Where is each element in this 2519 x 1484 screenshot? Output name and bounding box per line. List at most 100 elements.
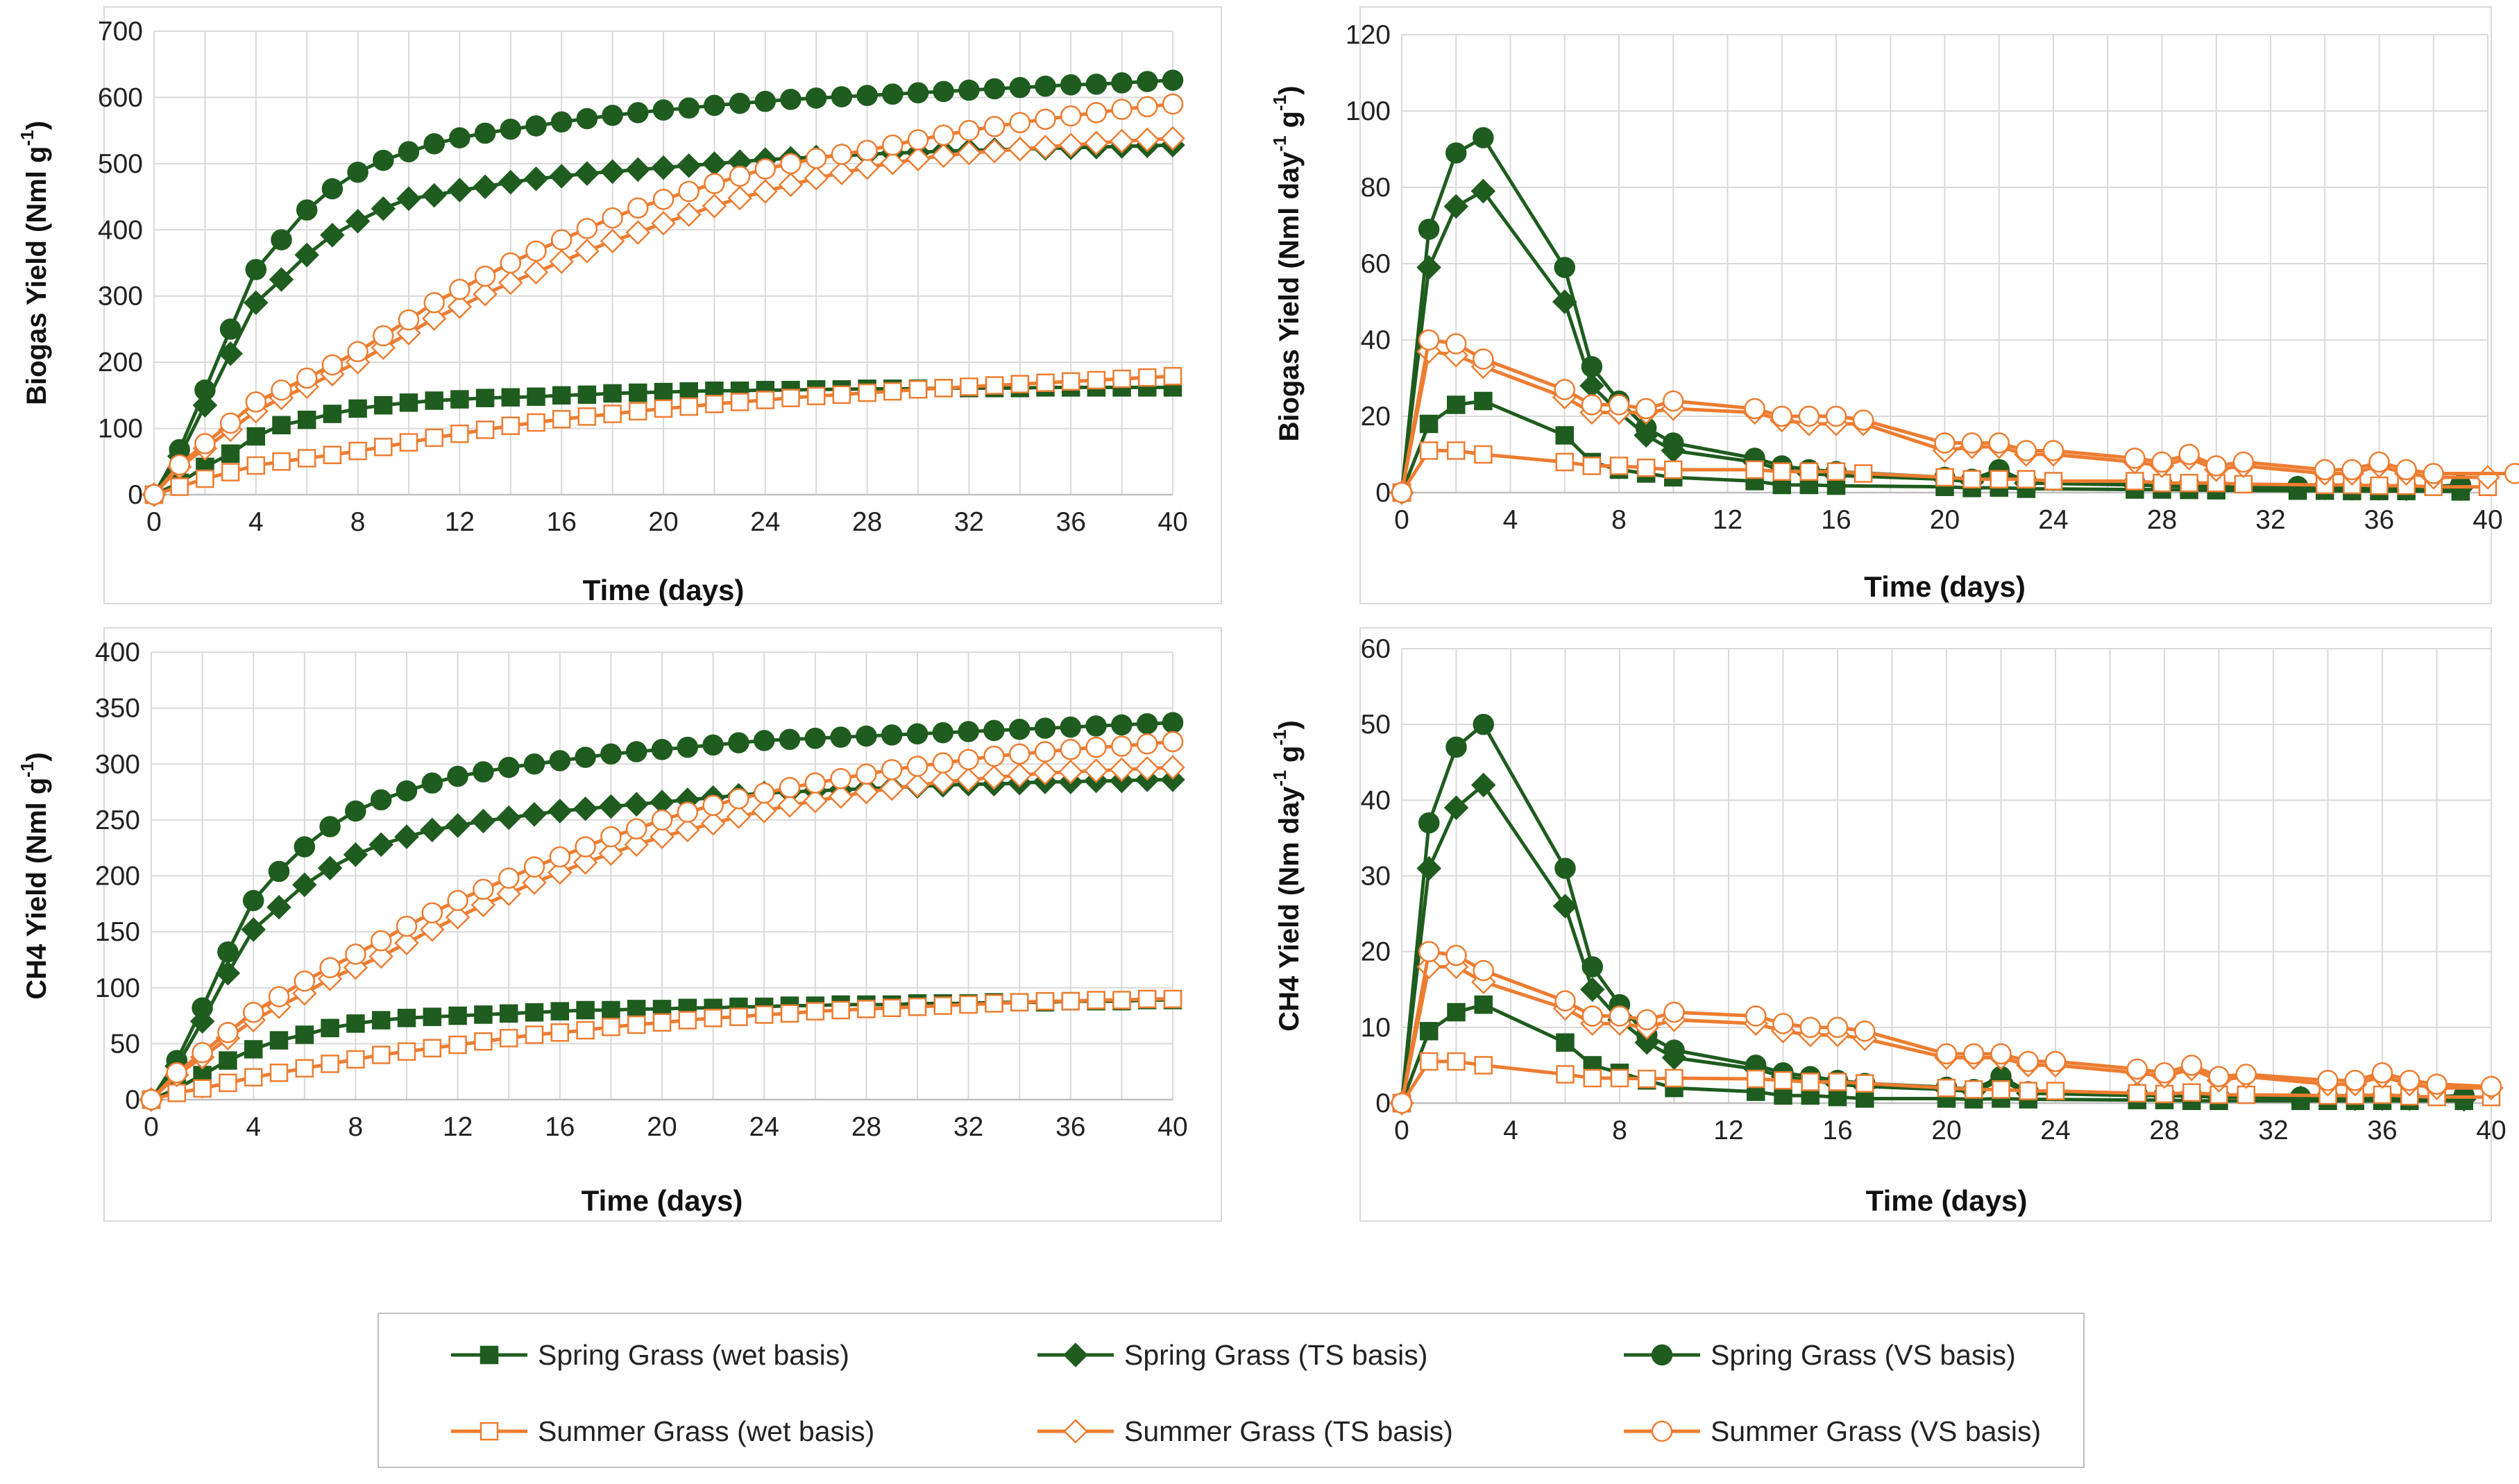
data-point bbox=[1744, 398, 1765, 420]
data-point bbox=[679, 382, 698, 401]
data-point bbox=[2180, 474, 2198, 493]
data-point bbox=[550, 111, 572, 133]
data-point bbox=[525, 1025, 544, 1044]
data-point bbox=[956, 767, 981, 792]
data-point bbox=[475, 389, 495, 407]
data-point bbox=[931, 143, 956, 169]
x-tick-label: 8 bbox=[1612, 1116, 1627, 1145]
data-point bbox=[523, 856, 545, 878]
data-point bbox=[1111, 72, 1133, 94]
data-point bbox=[143, 484, 165, 506]
legend-marker bbox=[480, 1422, 499, 1441]
data-point bbox=[932, 722, 954, 744]
data-point bbox=[1443, 194, 1469, 219]
data-point bbox=[1826, 462, 1846, 481]
data-point bbox=[1854, 1021, 1876, 1042]
data-point bbox=[777, 793, 802, 818]
data-point bbox=[374, 395, 393, 415]
data-point bbox=[1445, 333, 1467, 355]
x-axis-title: Time (days) bbox=[582, 1184, 743, 1217]
data-point bbox=[956, 140, 982, 166]
data-point bbox=[266, 894, 291, 920]
data-point bbox=[1085, 102, 1108, 123]
data-point bbox=[1828, 1073, 1847, 1091]
data-point bbox=[470, 892, 496, 918]
data-point bbox=[319, 816, 341, 837]
data-point bbox=[1135, 127, 1160, 153]
data-point bbox=[651, 739, 673, 760]
data-point bbox=[475, 420, 495, 439]
data-point bbox=[2395, 459, 2417, 481]
data-point bbox=[1988, 432, 2010, 454]
data-point bbox=[269, 1031, 289, 1050]
data-point bbox=[1798, 405, 1820, 427]
data-point bbox=[394, 930, 419, 956]
data-point bbox=[756, 391, 775, 409]
data-point bbox=[1060, 716, 1082, 738]
data-point bbox=[1058, 759, 1083, 785]
data-point bbox=[522, 802, 547, 827]
data-point bbox=[1992, 1080, 2010, 1099]
data-point bbox=[445, 813, 470, 838]
data-point bbox=[221, 444, 240, 463]
data-point bbox=[576, 1021, 595, 1040]
data-point bbox=[728, 787, 749, 810]
data-point bbox=[982, 138, 1007, 164]
data-point bbox=[396, 186, 421, 212]
data-point bbox=[908, 997, 927, 1016]
data-point bbox=[2317, 1070, 2339, 1091]
data-point bbox=[420, 917, 445, 942]
data-point bbox=[317, 855, 343, 880]
data-point bbox=[473, 174, 498, 200]
y-tick-label: 350 bbox=[95, 694, 140, 724]
data-point bbox=[1109, 128, 1135, 154]
data-point bbox=[829, 160, 854, 185]
data-point bbox=[625, 157, 651, 182]
data-point bbox=[2126, 472, 2144, 491]
data-point bbox=[321, 1055, 339, 1073]
series-summer-grass-wet-basis bbox=[142, 989, 1182, 1109]
data-point bbox=[1010, 993, 1029, 1012]
data-point bbox=[934, 379, 953, 398]
data-point bbox=[1745, 460, 1764, 479]
data-point bbox=[983, 719, 1005, 742]
data-point bbox=[854, 155, 880, 180]
data-point bbox=[1552, 894, 1578, 919]
data-point bbox=[525, 115, 547, 137]
data-point bbox=[1473, 960, 1494, 982]
x-tick-label: 24 bbox=[2040, 1116, 2070, 1145]
data-point bbox=[449, 278, 470, 300]
data-point bbox=[321, 354, 344, 376]
data-point bbox=[425, 391, 443, 410]
data-point bbox=[652, 1013, 672, 1032]
y-tick-label: 80 bbox=[1361, 173, 1391, 203]
data-point bbox=[1036, 373, 1055, 392]
data-point bbox=[450, 424, 469, 443]
chart-ch4-daily: 0 10 20 30 40 50 60 0 4 8 12 16 20 24 28 32 36 40 Time (da… bbox=[1269, 627, 2507, 1222]
data-point bbox=[2017, 1050, 2039, 1073]
y-tick-label: 100 bbox=[1346, 96, 1391, 126]
data-point bbox=[575, 161, 600, 186]
data-point bbox=[449, 127, 470, 148]
data-point bbox=[1085, 715, 1107, 737]
data-point bbox=[549, 750, 571, 771]
data-point bbox=[856, 725, 877, 747]
data-point bbox=[1085, 736, 1107, 758]
data-point bbox=[576, 218, 598, 239]
data-point bbox=[652, 99, 675, 121]
data-point bbox=[780, 89, 802, 110]
data-point bbox=[2151, 451, 2173, 473]
data-point bbox=[1470, 178, 1496, 204]
data-point bbox=[651, 809, 673, 831]
data-point bbox=[1008, 137, 1033, 162]
data-point bbox=[295, 1059, 314, 1078]
data-point bbox=[803, 788, 828, 814]
data-point bbox=[294, 970, 316, 992]
chart-frame bbox=[103, 627, 1222, 1222]
data-point bbox=[858, 383, 876, 402]
data-point bbox=[396, 780, 418, 802]
data-point bbox=[1473, 713, 1494, 735]
data-point bbox=[1664, 460, 1683, 479]
y-tick-label: 50 bbox=[1361, 710, 1391, 740]
data-point bbox=[2480, 1075, 2502, 1098]
